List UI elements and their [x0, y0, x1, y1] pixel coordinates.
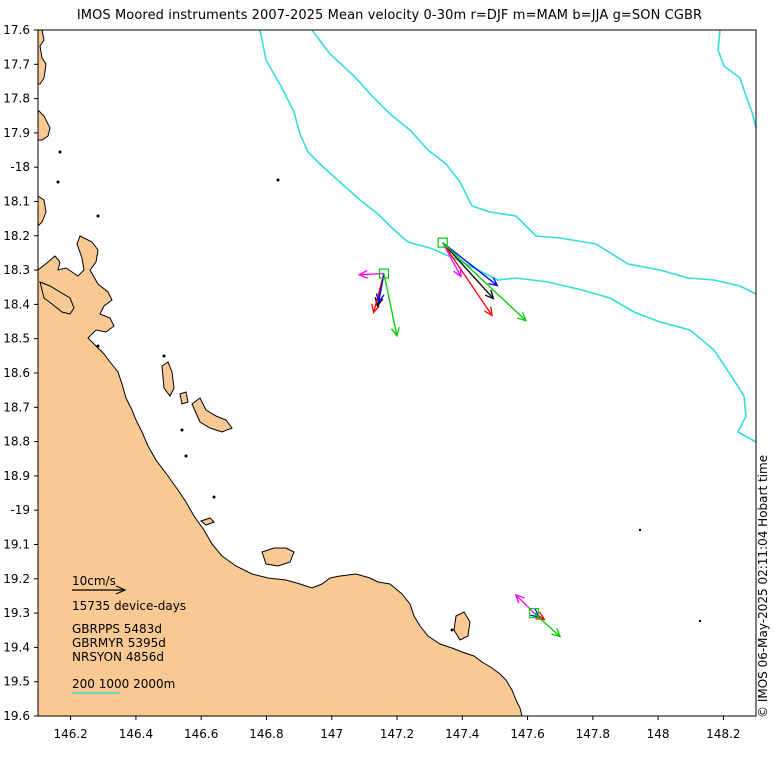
legend-site-3: NRSYON 4856d — [72, 650, 164, 664]
mainland-coast — [37, 235, 523, 717]
y-tick-label: 17.8 — [3, 92, 30, 106]
mooring-marker-nrsyon — [528, 607, 540, 619]
y-tick-label: 18.6 — [3, 366, 30, 380]
velocity-arrowhead-son — [390, 327, 400, 338]
y-tick-label: 18.3 — [3, 263, 30, 277]
velocity-arrow-mam — [442, 242, 462, 277]
legend-isobaths: 200 1000 2000m — [72, 677, 175, 691]
x-tick-label: 148 — [647, 727, 670, 741]
y-tick-label: 18.2 — [3, 229, 30, 243]
hinchinbrook-island — [39, 281, 75, 315]
mooring-marker-gbrmyr — [437, 237, 448, 248]
isobath-1000m — [311, 29, 757, 295]
legend-site-1: GBRPPS 5483d — [72, 622, 162, 636]
velocity-arrowhead-mam — [514, 593, 525, 604]
fantome-island — [179, 391, 189, 405]
y-tick-label: -19 — [10, 503, 30, 517]
cape-cleveland — [453, 611, 471, 641]
velocity-arrowhead-djf — [535, 611, 546, 621]
legend-scale-arrowhead — [115, 585, 127, 595]
y-tick-label: -18 — [10, 160, 30, 174]
y-tick-label: 19.6 — [3, 709, 30, 723]
legend-device-days: 15735 device-days — [72, 599, 186, 613]
mooring-marker-gbrpps — [378, 268, 390, 279]
isobath-200m — [259, 29, 757, 443]
land-north-strip — [37, 29, 47, 85]
velocity-arrowhead-son — [551, 627, 562, 638]
legend-site-2: GBRMYR 5395d — [72, 636, 166, 650]
y-tick-label: 19.1 — [3, 538, 30, 552]
y-tick-label: 19.3 — [3, 606, 30, 620]
y-tick-label: 17.7 — [3, 57, 30, 71]
velocity-arrowhead-annual — [484, 289, 495, 300]
isobath-2000m — [717, 29, 757, 129]
velocity-arrowhead-annual — [374, 297, 384, 308]
x-tick-label: 147.2 — [380, 727, 414, 741]
land — [37, 29, 702, 717]
legend-scale-label: 10cm/s — [72, 574, 116, 588]
y-tick-label: 18.7 — [3, 400, 30, 414]
map-title: IMOS Moored instruments 2007-2025 Mean v… — [76, 8, 703, 23]
x-tick-label: 147.6 — [510, 727, 544, 741]
y-tick-label: 18.8 — [3, 435, 30, 449]
x-tick-label: 146.8 — [249, 727, 283, 741]
x-tick-label: 147 — [320, 727, 343, 741]
velocity-arrow-mam — [359, 272, 384, 276]
velocity-arrowhead-mam — [357, 269, 368, 279]
velocity-arrow-djf — [442, 242, 493, 316]
y-tick-label: 17.6 — [3, 23, 30, 37]
velocity-arrow-son — [442, 242, 527, 322]
y-tick-label: 19.2 — [3, 572, 30, 586]
velocity-arrowhead-son — [517, 312, 527, 322]
isobaths — [259, 29, 757, 443]
x-axis: 146.2 146.4 146.6 146.8 147 147.2 147.4 147.6 14… — [53, 716, 741, 741]
y-tick-label: 18.4 — [3, 297, 30, 311]
velocity-arrowhead-djf — [483, 306, 493, 317]
land-peninsula — [37, 195, 47, 228]
x-tick-label: 146.6 — [184, 727, 218, 741]
velocity-arrow-annual — [442, 242, 494, 299]
velocity-arrowhead-djf — [371, 303, 380, 314]
x-tick-label: 148.2 — [706, 727, 740, 741]
magnetic-island — [261, 547, 295, 567]
velocity-arrowhead-jja — [488, 277, 499, 287]
y-tick-label: 19.4 — [3, 640, 30, 654]
velocity-arrow-jja — [442, 242, 498, 287]
y-tick-label: 19.5 — [3, 675, 30, 689]
x-tick-label: 147.4 — [445, 727, 479, 741]
land-north-mid — [37, 108, 51, 141]
y-axis: 17.6 17.7 17.8 17.9 -18 18.1 18.2 18.3 18.4 18.5 1… — [3, 23, 38, 723]
x-tick-label: 147.8 — [576, 727, 610, 741]
velocity-arrow-mam — [515, 594, 535, 614]
credit: © IMOS 06-May-2025 02:11:04 Hobart time — [756, 454, 770, 718]
x-tick-label: 146.4 — [119, 727, 153, 741]
palm-island — [191, 397, 233, 433]
velocity-arrow-son — [383, 273, 398, 337]
y-tick-label: 18.9 — [3, 469, 30, 483]
y-tick-label: 17.9 — [3, 126, 30, 140]
legend: 10cm/s 15735 device-days GBRPPS 5483d GB… — [72, 574, 186, 694]
small-island — [199, 517, 215, 526]
velocity-arrowhead-jja — [375, 293, 385, 304]
y-tick-label: 18.1 — [3, 195, 30, 209]
x-tick-label: 146.2 — [53, 727, 87, 741]
y-tick-label: 18.5 — [3, 332, 30, 346]
velocity-vectors — [357, 237, 562, 638]
velocity-arrowhead-mam — [453, 267, 462, 278]
orpheus-island — [161, 361, 175, 397]
